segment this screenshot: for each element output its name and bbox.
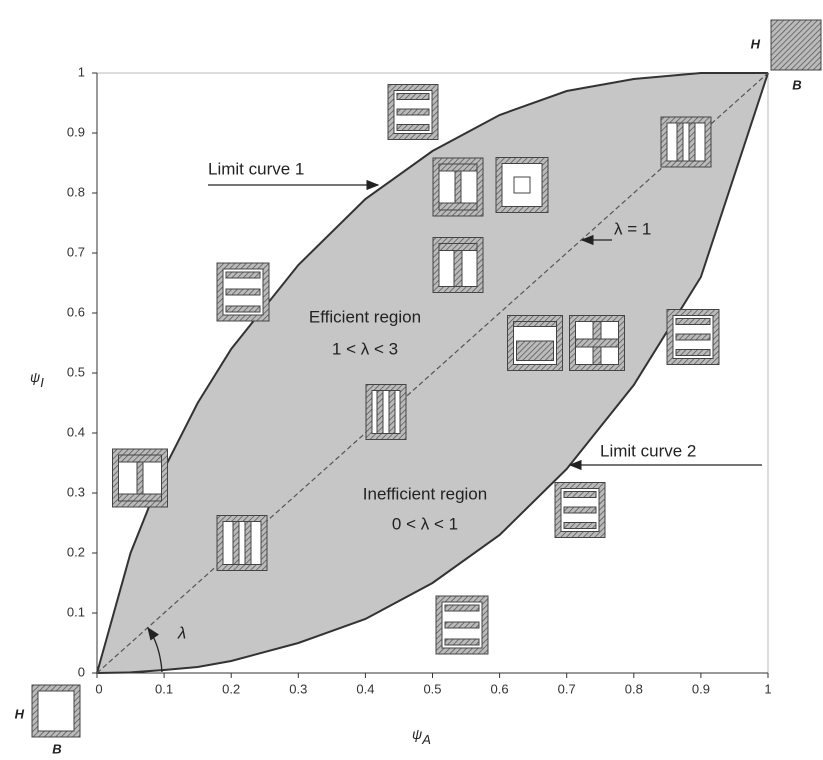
- icon-part: [397, 94, 429, 100]
- icon-part: [119, 494, 162, 501]
- corner-label: B: [52, 741, 61, 756]
- icon-part: [137, 462, 143, 494]
- icon-part: [397, 125, 429, 131]
- annotation: 1 < λ < 3: [332, 339, 398, 358]
- section-icon: [433, 158, 483, 216]
- icon-part: [514, 177, 530, 193]
- icon-part: [439, 244, 477, 251]
- icon-part: [517, 341, 554, 361]
- y-tick-label: 0.4: [67, 424, 85, 439]
- section-icon: [661, 117, 711, 167]
- section-icon: [388, 85, 438, 140]
- icon-part: [564, 492, 596, 498]
- icon-part: [455, 171, 461, 203]
- section-icon: [433, 238, 483, 293]
- axis-label: ψA: [412, 726, 431, 748]
- icon-part: [226, 289, 260, 295]
- section-icon: [436, 596, 488, 654]
- x-tick-label: 0.7: [558, 681, 576, 696]
- axis-symbol: ψ: [30, 369, 40, 385]
- icon-part: [439, 203, 477, 210]
- x-tick-label: 1: [764, 681, 771, 696]
- section-icon: [570, 316, 625, 371]
- icon-part: [454, 251, 462, 287]
- icon-part: [676, 319, 710, 325]
- icon-part: [514, 322, 557, 327]
- x-tick-label: 0.9: [692, 681, 710, 696]
- icon-part: [564, 523, 596, 529]
- curve-label: Limit curve 2: [600, 441, 696, 460]
- y-tick-label: 0.2: [67, 544, 85, 559]
- curve-label: λ = 1: [614, 219, 651, 238]
- x-tick-label: 0.8: [625, 681, 643, 696]
- y-tick-label: 0.1: [67, 604, 85, 619]
- section-icon: [217, 516, 267, 571]
- y-tick-label: 0.8: [67, 184, 85, 199]
- x-tick-label: 0.3: [289, 681, 307, 696]
- icon-part: [233, 522, 239, 565]
- x-tick-label: 0.2: [222, 681, 240, 696]
- icon-part: [676, 350, 710, 356]
- x-tick-label: 0.1: [155, 681, 173, 696]
- axis-subscript: I: [40, 375, 44, 390]
- x-tick-label: 0.4: [356, 681, 374, 696]
- icon-part: [689, 123, 695, 161]
- x-tick-label: 0.5: [423, 681, 441, 696]
- y-tick-label: 0.3: [67, 484, 85, 499]
- annotation: Inefficient region: [363, 484, 487, 503]
- icon-inner: [223, 522, 261, 565]
- section-icon: [667, 310, 719, 365]
- axis-symbol: ψ: [412, 726, 422, 742]
- annotation: 0 < λ < 1: [392, 514, 458, 533]
- section-icon: [555, 483, 605, 538]
- icon-inner: [372, 391, 400, 434]
- icon-part: [397, 109, 429, 115]
- curve-label: Limit curve 1: [208, 159, 304, 178]
- annotation: λ: [177, 623, 186, 642]
- icon-part: [226, 272, 260, 278]
- icon-part: [576, 339, 619, 347]
- icon-part: [226, 306, 260, 312]
- y-tick-label: 0.7: [67, 244, 85, 259]
- section-icon: [32, 685, 80, 737]
- icon-part: [389, 391, 395, 434]
- section-icon: [217, 263, 269, 321]
- icon-part: [676, 334, 710, 340]
- x-tick-label: 0: [95, 681, 102, 696]
- x-tick-label: 0.6: [491, 681, 509, 696]
- section-icon: [771, 20, 821, 70]
- section-icon: [366, 385, 406, 440]
- icon-part: [377, 391, 383, 434]
- corner-label: H: [751, 36, 761, 51]
- annotation: Efficient region: [309, 307, 421, 326]
- icon-inner: [38, 691, 74, 731]
- icon-part: [445, 605, 479, 611]
- icon-part: [445, 639, 479, 645]
- corner-label: H: [15, 706, 25, 721]
- icon-part: [677, 123, 683, 161]
- chart: 0 0.1 0.2 0.3 0.4 0.5 0.6 0.7 0.8 0.9 1 0 0.1 0.2 0.3 0…: [0, 0, 823, 760]
- icon-part: [245, 522, 251, 565]
- icon-part: [564, 507, 596, 513]
- icon-part: [439, 164, 477, 171]
- icon-outer: [771, 20, 821, 70]
- y-tick-label: 0: [78, 664, 85, 679]
- section-icon: [496, 158, 548, 213]
- corner-label: B: [792, 77, 801, 92]
- section-icon: [508, 316, 563, 371]
- y-tick-label: 0.9: [67, 124, 85, 139]
- axis-label: ψI: [30, 369, 44, 391]
- y-tick-label: 0.5: [67, 364, 85, 379]
- y-tick-label: 0.6: [67, 304, 85, 319]
- icon-inner: [667, 123, 705, 161]
- icon-part: [445, 622, 479, 628]
- section-icon: [113, 449, 168, 507]
- axis-subscript: A: [421, 732, 431, 747]
- icon-part: [119, 455, 162, 462]
- y-tick-label: 1: [78, 64, 85, 79]
